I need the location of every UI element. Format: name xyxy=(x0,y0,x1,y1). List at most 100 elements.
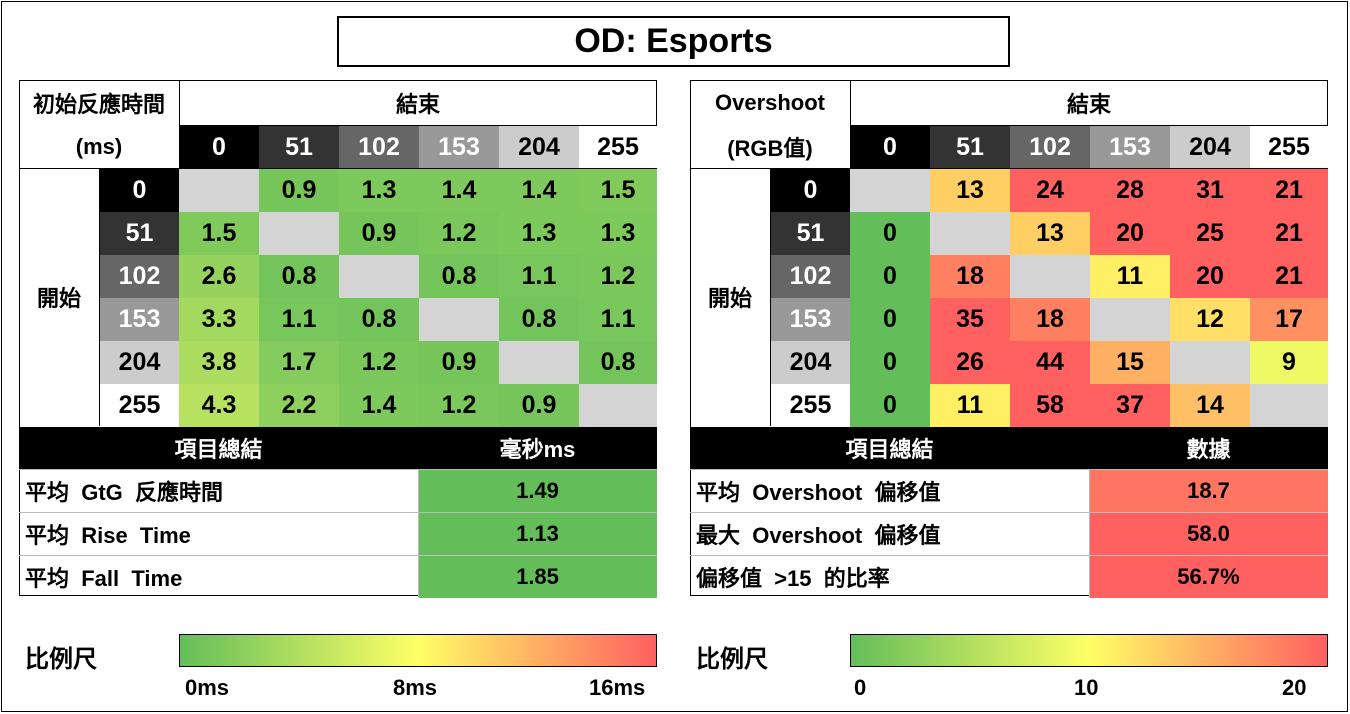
page-title: OD: Esports xyxy=(337,16,1010,67)
left-matrix-cell xyxy=(499,341,579,384)
right-divider-h2 xyxy=(690,168,1328,169)
right-matrix-cell: 12 xyxy=(1170,298,1250,341)
right-matrix-cell: 21 xyxy=(1250,255,1328,298)
left-row-header: 204 xyxy=(100,341,179,384)
right-matrix-cell: 11 xyxy=(1090,255,1170,298)
right-summary-header: 項目總結 xyxy=(690,427,1089,469)
left-matrix-cell xyxy=(259,212,339,255)
right-row-header: 204 xyxy=(771,341,850,384)
right-divider-v xyxy=(850,80,851,168)
left-col-header: 153 xyxy=(419,126,499,168)
right-matrix-cell: 26 xyxy=(930,341,1010,384)
left-matrix-cell: 1.4 xyxy=(419,169,499,212)
left-scale-tick: 8ms xyxy=(393,675,438,700)
right-matrix-cell: 0 xyxy=(850,384,930,427)
right-matrix-cell: 0 xyxy=(850,212,930,255)
right-summary-value: 18.7 xyxy=(1089,469,1328,512)
right-row-header: 102 xyxy=(771,255,850,298)
right-matrix-cell: 18 xyxy=(930,255,1010,298)
right-summary-split xyxy=(1089,469,1090,598)
left-matrix-cell: 1.5 xyxy=(179,212,259,255)
right-summary-row-line xyxy=(690,512,1328,513)
left-row-header: 153 xyxy=(100,298,179,341)
right-matrix-cell: 17 xyxy=(1250,298,1328,341)
right-summary-label: 偏移值 >15 的比率 xyxy=(696,565,890,591)
left-divider-h xyxy=(179,125,657,126)
left-row-header: 0 xyxy=(100,169,179,212)
right-matrix-cell xyxy=(1090,298,1170,341)
left-matrix-cell: 1.3 xyxy=(499,212,579,255)
left-matrix-cell: 1.2 xyxy=(339,341,419,384)
right-scale-bar xyxy=(850,634,1328,667)
left-summary-value: 1.49 xyxy=(418,469,657,512)
left-matrix-cell: 1.2 xyxy=(579,255,657,298)
right-matrix-cell: 20 xyxy=(1090,212,1170,255)
left-scale-tick: 16ms xyxy=(589,675,646,700)
right-matrix-cell: 14 xyxy=(1170,384,1250,427)
right-divider-h xyxy=(850,125,1328,126)
right-start-divider xyxy=(770,168,771,426)
right-row-header: 0 xyxy=(771,169,850,212)
right-scale-tick: 10 xyxy=(1074,675,1099,700)
right-matrix-cell: 24 xyxy=(1010,169,1090,212)
right-matrix-cell: 18 xyxy=(1010,298,1090,341)
left-matrix-cell: 1.3 xyxy=(339,169,419,212)
right-end-label: 結束 xyxy=(1066,91,1111,117)
left-matrix-cell: 0.9 xyxy=(259,169,339,212)
left-matrix-cell: 1.4 xyxy=(499,169,579,212)
left-summary-row-line xyxy=(19,555,657,556)
left-matrix-cell: 1.2 xyxy=(419,384,499,427)
right-matrix-cell: 20 xyxy=(1170,255,1250,298)
left-matrix-cell: 3.8 xyxy=(179,341,259,384)
right-matrix-cell: 58 xyxy=(1010,384,1090,427)
left-end-label: 結束 xyxy=(395,91,440,117)
right-row-header: 51 xyxy=(771,212,850,255)
right-matrix-cell: 9 xyxy=(1250,341,1328,384)
right-corner-label-2: (RGB值) xyxy=(727,135,813,161)
left-matrix-cell: 1.1 xyxy=(579,298,657,341)
left-matrix-cell: 1.2 xyxy=(419,212,499,255)
left-summary-split xyxy=(418,469,419,598)
right-scale-tick: 20 xyxy=(1282,675,1307,700)
right-matrix-cell: 0 xyxy=(850,255,930,298)
left-matrix-cell: 2.6 xyxy=(179,255,259,298)
right-corner-label-1: Overshoot xyxy=(714,89,826,115)
left-matrix-cell: 3.3 xyxy=(179,298,259,341)
right-matrix-cell: 11 xyxy=(930,384,1010,427)
right-summary-value: 56.7% xyxy=(1089,555,1328,598)
right-col-header: 51 xyxy=(930,126,1010,168)
right-matrix-cell: 13 xyxy=(1010,212,1090,255)
left-matrix-cell: 0.8 xyxy=(499,298,579,341)
right-col-header: 0 xyxy=(850,126,930,168)
right-matrix-cell: 44 xyxy=(1010,341,1090,384)
left-col-header: 204 xyxy=(499,126,579,168)
left-matrix-cell: 0.9 xyxy=(339,212,419,255)
left-corner-label-2: (ms) xyxy=(75,133,123,159)
left-matrix-cell: 1.1 xyxy=(259,298,339,341)
left-start-divider xyxy=(99,168,100,426)
right-summary-label: 最大 Overshoot 偏移值 xyxy=(696,522,941,548)
right-matrix-cell: 21 xyxy=(1250,212,1328,255)
left-summary-value: 1.13 xyxy=(418,512,657,555)
right-matrix-cell: 28 xyxy=(1090,169,1170,212)
left-summary-header: 項目總結 xyxy=(19,427,418,469)
right-summary-value: 58.0 xyxy=(1089,512,1328,555)
right-col-header: 153 xyxy=(1090,126,1170,168)
left-corner-label-1: 初始反應時間 xyxy=(32,91,165,117)
left-summary-label: 平均 Fall Time xyxy=(25,565,183,591)
right-matrix-cell xyxy=(930,212,1010,255)
left-matrix-cell: 2.2 xyxy=(259,384,339,427)
left-col-header: 255 xyxy=(579,126,657,168)
left-row-header: 102 xyxy=(100,255,179,298)
right-matrix-cell: 25 xyxy=(1170,212,1250,255)
left-scale-tick: 0ms xyxy=(185,675,230,700)
left-summary-row-line xyxy=(19,469,657,470)
right-scale-tick: 0 xyxy=(854,675,867,700)
left-row-header: 255 xyxy=(100,384,179,427)
left-summary-value-header: 毫秒ms xyxy=(418,427,657,469)
left-summary-value: 1.85 xyxy=(418,555,657,598)
right-row-header: 153 xyxy=(771,298,850,341)
right-row-header: 255 xyxy=(771,384,850,427)
left-matrix-cell: 0.8 xyxy=(259,255,339,298)
left-matrix-cell: 1.7 xyxy=(259,341,339,384)
